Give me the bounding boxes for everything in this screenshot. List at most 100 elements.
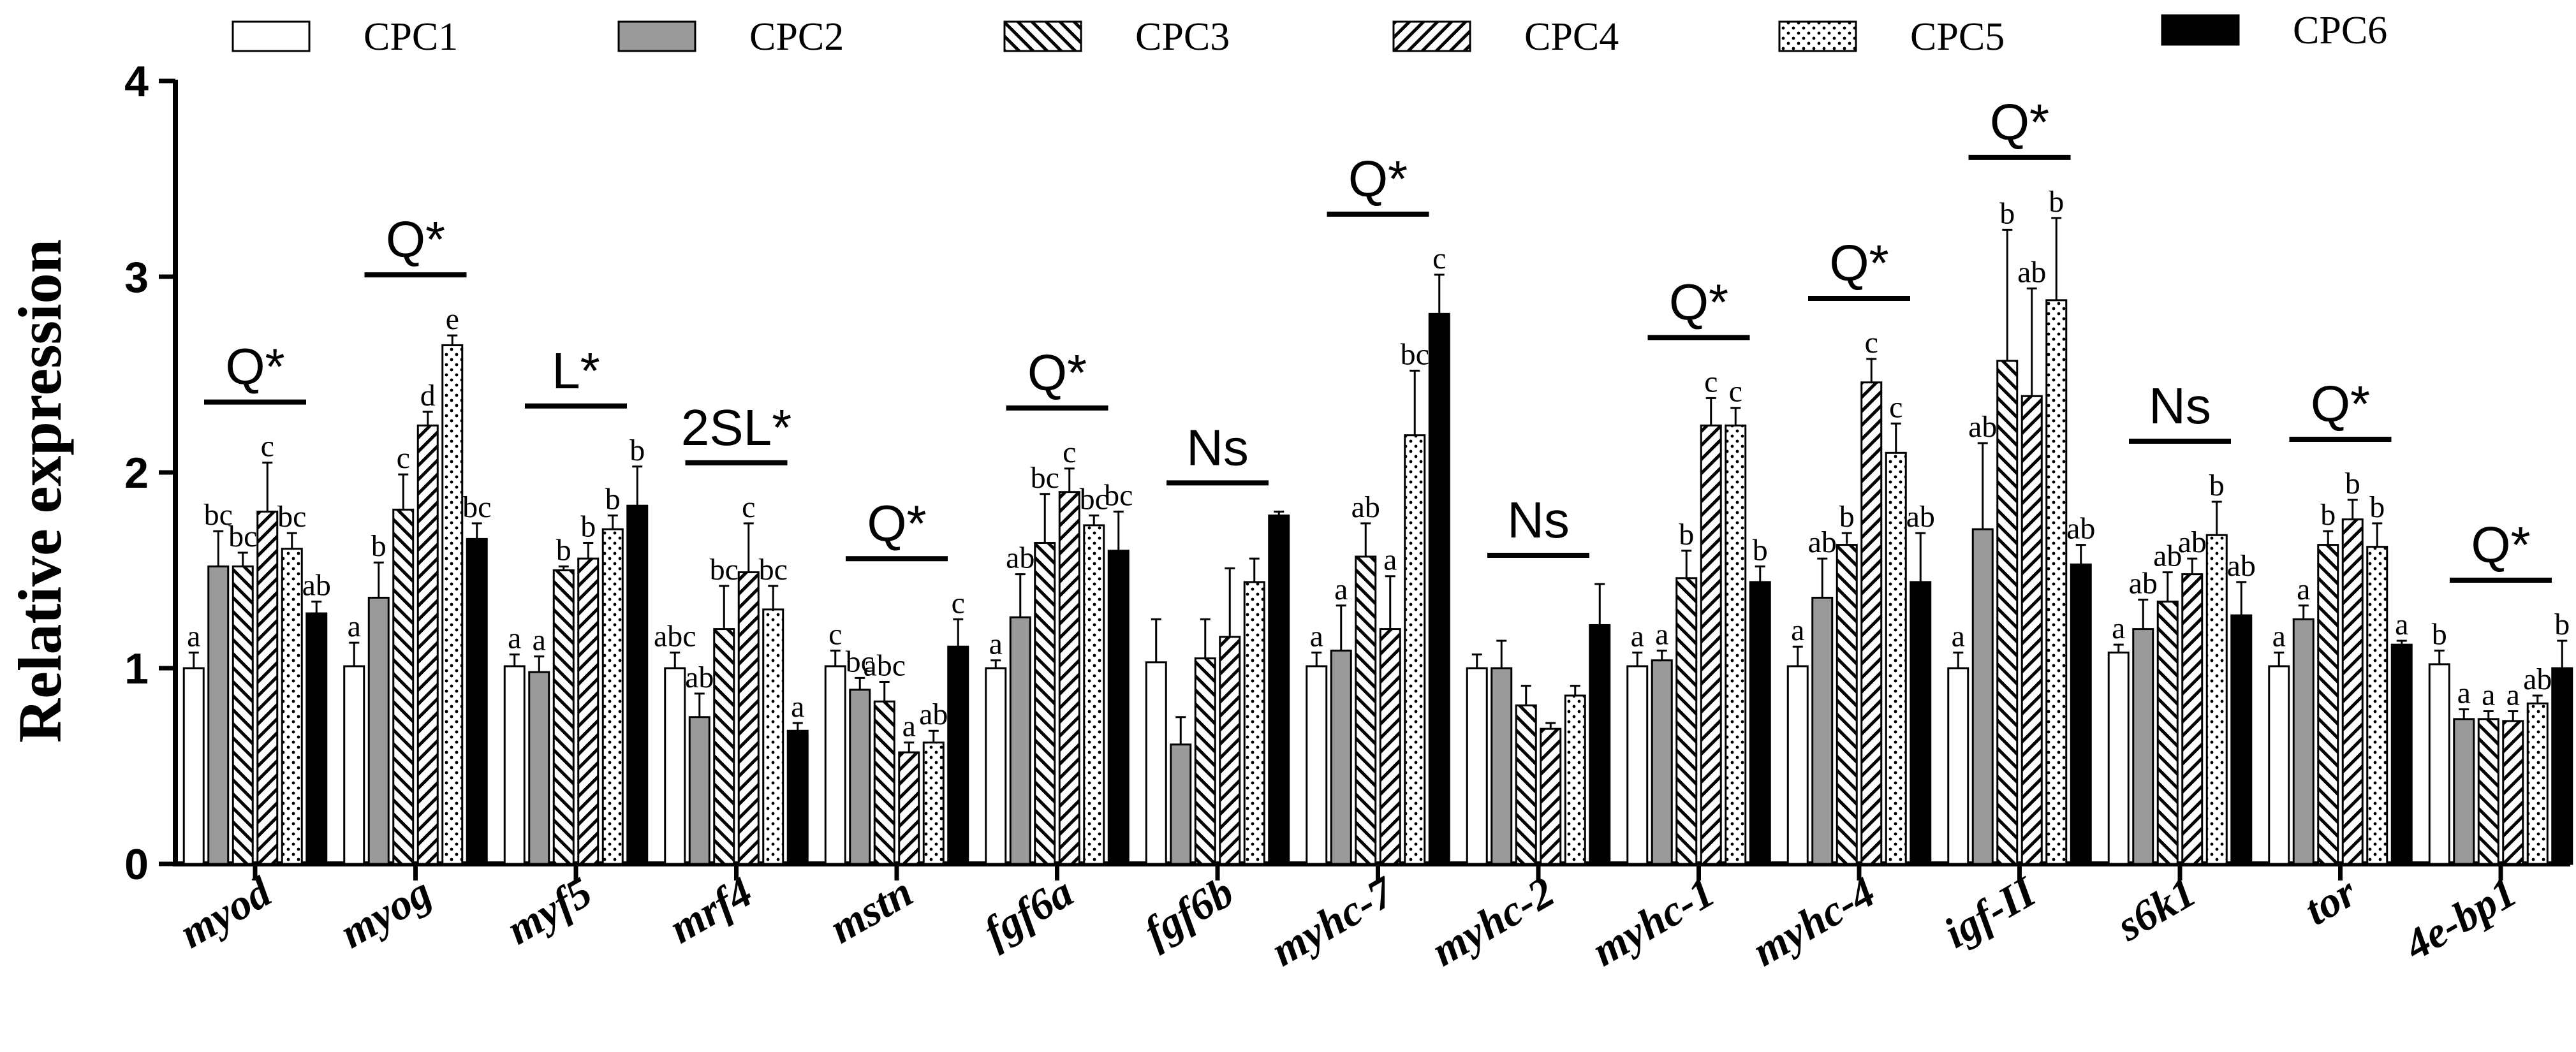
bar-tor-cpc2 bbox=[2292, 618, 2315, 865]
bar-mrf4-cpc6 bbox=[786, 729, 809, 865]
letter-myhc-1-cpc3: b bbox=[1679, 518, 1694, 552]
letter-mstn-cpc3: abc bbox=[863, 648, 906, 682]
bar-myhc-4-cpc6 bbox=[1910, 581, 1932, 865]
letter-myhc-1-cpc5: c bbox=[1729, 375, 1742, 409]
letter-myod-cpc2: bc bbox=[204, 498, 233, 532]
legend-swatch-cpc6 bbox=[2161, 14, 2240, 46]
bar-4e-bp1-cpc6 bbox=[2551, 667, 2573, 865]
sig-label-fgf6b: Ns bbox=[1186, 419, 1249, 476]
bar-myhc-1-cpc1 bbox=[1626, 665, 1649, 865]
group-myhc-2: Ns bbox=[1466, 492, 1611, 865]
letter-myhc-7-cpc4: a bbox=[1383, 543, 1397, 577]
bar-myf5-cpc5 bbox=[601, 528, 624, 865]
letter-myf5-cpc3: b bbox=[556, 533, 571, 567]
bar-myhc-1-cpc6 bbox=[1749, 581, 1771, 865]
bar-myf5-cpc6 bbox=[626, 504, 649, 865]
bar-myod-cpc2 bbox=[207, 565, 230, 865]
letter-4e-bp1-cpc4: a bbox=[2506, 678, 2520, 712]
bar-fgf6b-cpc3 bbox=[1194, 657, 1216, 865]
letter-myhc-4-cpc4: c bbox=[1865, 326, 1878, 360]
legend-label-cpc4: CPC4 bbox=[1524, 15, 1619, 59]
bar-myf5-cpc2 bbox=[528, 671, 550, 865]
bar-fgf6a-cpc4 bbox=[1058, 491, 1080, 865]
legend-label-cpc1: CPC1 bbox=[364, 15, 458, 59]
letter-tor-cpc1: a bbox=[2272, 619, 2286, 653]
legend-label-cpc5: CPC5 bbox=[1910, 15, 2005, 59]
bar-igf-II-cpc6 bbox=[2070, 563, 2092, 865]
legend: CPC1 CPC2 CPC3 CPC4 CPC5 CPC6 bbox=[232, 9, 2387, 59]
letter-s6k1-cpc4: ab bbox=[2178, 525, 2207, 559]
letter-myod-cpc3: bc bbox=[228, 520, 257, 553]
x-tick-label-igf-II: igf-II bbox=[1936, 866, 2045, 958]
sig-label-myf5: L* bbox=[552, 342, 600, 399]
y-axis-title: Relative expression bbox=[6, 239, 74, 743]
bar-igf-II-cpc3 bbox=[1996, 360, 2019, 865]
letter-myf5-cpc6: b bbox=[629, 434, 645, 467]
y-tick-label-3: 3 bbox=[124, 253, 149, 302]
bar-fgf6b-cpc2 bbox=[1170, 743, 1192, 865]
letter-myf5-cpc1: a bbox=[508, 622, 521, 655]
bar-mrf4-cpc4 bbox=[737, 571, 760, 865]
letter-4e-bp1-cpc2: a bbox=[2457, 676, 2471, 710]
letter-tor-cpc5: b bbox=[2369, 490, 2385, 524]
letter-myhc-7-cpc3: ab bbox=[1351, 490, 1380, 524]
letter-igf-II-cpc1: a bbox=[1952, 619, 1965, 653]
sig-label-fgf6a: Q* bbox=[1027, 344, 1087, 401]
letter-igf-II-cpc5: b bbox=[2049, 185, 2064, 219]
bar-myog-cpc4 bbox=[416, 424, 439, 865]
bar-fgf6a-cpc2 bbox=[1009, 616, 1031, 865]
letter-myhc-4-cpc3: b bbox=[1839, 500, 1855, 534]
letter-myf5-cpc5: b bbox=[605, 483, 621, 516]
bar-tor-cpc6 bbox=[2390, 643, 2413, 865]
bar-myhc-4-cpc3 bbox=[1836, 544, 1858, 865]
legend-item-cpc3: CPC3 bbox=[1003, 15, 1230, 59]
letter-myod-cpc6: ab bbox=[302, 569, 331, 603]
bar-mrf4-cpc5 bbox=[762, 608, 784, 865]
bar-4e-bp1-cpc4 bbox=[2502, 720, 2524, 865]
x-tick-label-myhc-1: myhc-1 bbox=[1584, 867, 1723, 975]
letter-mrf4-cpc4: c bbox=[742, 490, 755, 524]
letter-mrf4-cpc3: bc bbox=[710, 553, 739, 587]
letter-tor-cpc4: b bbox=[2345, 467, 2360, 500]
bar-mstn-cpc1 bbox=[824, 665, 846, 865]
bar-myhc-2-cpc5 bbox=[1564, 694, 1586, 865]
bar-myhc-2-cpc4 bbox=[1540, 727, 1562, 865]
bar-igf-II-cpc5 bbox=[2045, 299, 2068, 865]
letter-fgf6a-cpc5: bc bbox=[1080, 483, 1108, 516]
bar-fgf6b-cpc1 bbox=[1145, 661, 1167, 865]
letter-fgf6a-cpc6: bc bbox=[1104, 478, 1133, 512]
bar-fgf6a-cpc6 bbox=[1107, 550, 1130, 865]
bar-tor-cpc1 bbox=[2268, 665, 2290, 865]
bar-fgf6b-cpc5 bbox=[1243, 581, 1265, 865]
letter-myhc-7-cpc5: bc bbox=[1401, 337, 1429, 371]
letter-myod-cpc4: c bbox=[261, 430, 274, 464]
x-tick-label-myog: myog bbox=[332, 867, 439, 957]
letter-s6k1-cpc6: ab bbox=[2227, 549, 2256, 583]
x-tick-label-tor: tor bbox=[2296, 867, 2364, 935]
bar-myog-cpc6 bbox=[466, 537, 488, 865]
bar-myhc-4-cpc2 bbox=[1811, 596, 1834, 865]
x-tick-label-mrf4: mrf4 bbox=[661, 867, 760, 953]
bar-mstn-cpc4 bbox=[898, 751, 920, 865]
sig-label-myog: Q* bbox=[386, 211, 445, 268]
letter-4e-bp1-cpc1: b bbox=[2432, 617, 2447, 651]
bar-mrf4-cpc2 bbox=[688, 716, 710, 865]
letter-4e-bp1-cpc3: a bbox=[2482, 678, 2495, 712]
x-tick-label-myod: myod bbox=[172, 867, 280, 958]
bar-4e-bp1-cpc2 bbox=[2453, 718, 2475, 865]
sig-label-4e-bp1: Q* bbox=[2471, 516, 2530, 573]
bar-s6k1-cpc1 bbox=[2107, 651, 2130, 865]
bar-myhc-4-cpc4 bbox=[1860, 381, 1883, 865]
letter-myog-cpc5: e bbox=[446, 302, 459, 336]
bar-s6k1-cpc4 bbox=[2181, 573, 2204, 865]
bar-tor-cpc3 bbox=[2317, 544, 2339, 865]
letter-s6k1-cpc3: ab bbox=[2153, 539, 2182, 573]
sig-label-s6k1: Ns bbox=[2149, 377, 2211, 434]
bar-myod-cpc6 bbox=[305, 612, 328, 865]
letter-myhc-4-cpc5: c bbox=[1889, 390, 1903, 424]
